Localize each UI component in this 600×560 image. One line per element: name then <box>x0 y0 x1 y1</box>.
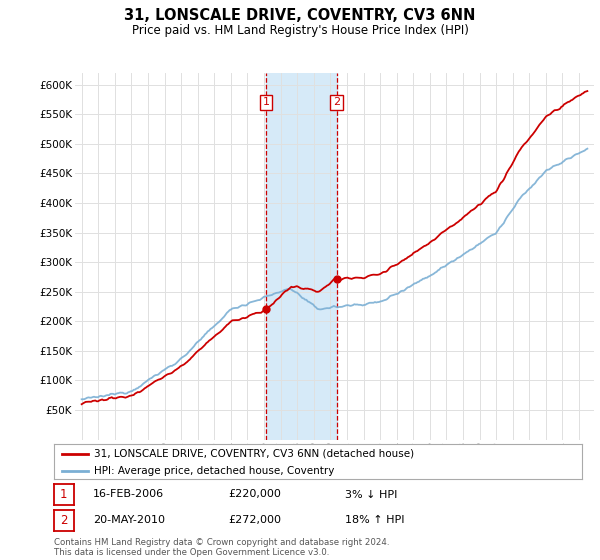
Text: Contains HM Land Registry data © Crown copyright and database right 2024.
This d: Contains HM Land Registry data © Crown c… <box>54 538 389 557</box>
Text: HPI: Average price, detached house, Coventry: HPI: Average price, detached house, Cove… <box>94 466 334 476</box>
Text: 2: 2 <box>333 97 340 108</box>
Text: 16-FEB-2006: 16-FEB-2006 <box>93 489 164 500</box>
Text: 1: 1 <box>60 488 68 501</box>
Text: 20-MAY-2010: 20-MAY-2010 <box>93 515 165 525</box>
Text: 2: 2 <box>60 514 68 527</box>
Text: 18% ↑ HPI: 18% ↑ HPI <box>345 515 404 525</box>
Text: Price paid vs. HM Land Registry's House Price Index (HPI): Price paid vs. HM Land Registry's House … <box>131 24 469 36</box>
Text: £220,000: £220,000 <box>228 489 281 500</box>
Bar <box>266 73 337 440</box>
Text: 31, LONSCALE DRIVE, COVENTRY, CV3 6NN (detached house): 31, LONSCALE DRIVE, COVENTRY, CV3 6NN (d… <box>94 449 414 459</box>
Text: 3% ↓ HPI: 3% ↓ HPI <box>345 489 397 500</box>
Text: £272,000: £272,000 <box>228 515 281 525</box>
Text: 1: 1 <box>263 97 269 108</box>
Text: 31, LONSCALE DRIVE, COVENTRY, CV3 6NN: 31, LONSCALE DRIVE, COVENTRY, CV3 6NN <box>124 8 476 24</box>
